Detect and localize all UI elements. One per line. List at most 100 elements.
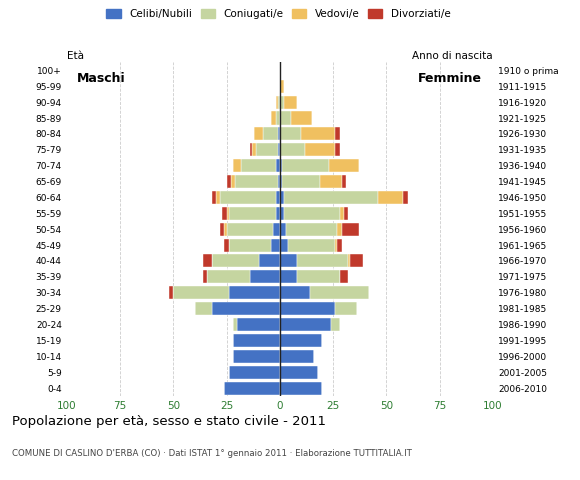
Bar [404, 191, 408, 204]
Bar [280, 207, 284, 220]
Bar [350, 254, 363, 267]
Bar [276, 111, 280, 124]
Bar [216, 191, 220, 204]
Bar [227, 223, 273, 236]
Text: Età: Età [67, 51, 84, 61]
Bar [203, 254, 212, 267]
Text: Popolazione per età, sesso e stato civile - 2011: Popolazione per età, sesso e stato civil… [12, 415, 325, 428]
Bar [227, 175, 231, 188]
Bar [335, 302, 357, 315]
Bar [276, 96, 278, 108]
Bar [278, 96, 280, 108]
Bar [259, 254, 280, 267]
Bar [280, 366, 318, 379]
Bar [229, 207, 276, 220]
Bar [280, 127, 301, 140]
Bar [280, 239, 288, 252]
Bar [280, 96, 284, 108]
Bar [280, 254, 297, 267]
Bar [280, 270, 297, 283]
Bar [280, 143, 306, 156]
Bar [229, 239, 271, 252]
Text: Femmine: Femmine [418, 72, 483, 85]
Bar [278, 175, 280, 188]
Bar [250, 270, 280, 283]
Bar [233, 334, 280, 347]
Bar [280, 318, 331, 331]
Bar [195, 302, 212, 315]
Bar [331, 318, 339, 331]
Bar [227, 207, 229, 220]
Bar [338, 223, 342, 236]
Bar [339, 270, 348, 283]
Bar [335, 239, 338, 252]
Bar [280, 286, 310, 299]
Bar [233, 318, 237, 331]
Legend: Celibi/Nubili, Coniugati/e, Vedovi/e, Divorziati/e: Celibi/Nubili, Coniugati/e, Vedovi/e, Di… [102, 5, 455, 24]
Bar [233, 350, 280, 363]
Bar [280, 350, 314, 363]
Bar [310, 286, 369, 299]
Bar [276, 159, 280, 172]
Bar [173, 286, 229, 299]
Bar [273, 223, 280, 236]
Text: COMUNE DI CASLINO D'ERBA (CO) · Dati ISTAT 1° gennaio 2011 · Elaborazione TUTTIT: COMUNE DI CASLINO D'ERBA (CO) · Dati IST… [12, 449, 411, 458]
Bar [280, 111, 291, 124]
Bar [291, 111, 312, 124]
Bar [222, 207, 227, 220]
Bar [288, 239, 335, 252]
Bar [224, 382, 280, 395]
Bar [284, 207, 339, 220]
Bar [339, 207, 344, 220]
Bar [254, 127, 263, 140]
Bar [224, 223, 227, 236]
Bar [241, 159, 276, 172]
Text: Anno di nascita: Anno di nascita [412, 51, 493, 61]
Bar [256, 143, 278, 156]
Bar [229, 286, 280, 299]
Bar [276, 207, 280, 220]
Bar [297, 270, 339, 283]
Bar [284, 191, 378, 204]
Bar [231, 175, 235, 188]
Bar [378, 191, 404, 204]
Bar [224, 239, 229, 252]
Bar [344, 207, 348, 220]
Bar [280, 159, 282, 172]
Bar [306, 143, 335, 156]
Bar [348, 254, 350, 267]
Bar [263, 127, 278, 140]
Bar [335, 143, 339, 156]
Bar [284, 96, 297, 108]
Bar [280, 302, 335, 315]
Bar [212, 302, 280, 315]
Bar [278, 127, 280, 140]
Bar [280, 175, 282, 188]
Bar [278, 143, 280, 156]
Bar [250, 143, 252, 156]
Bar [287, 223, 338, 236]
Bar [237, 318, 280, 331]
Bar [338, 239, 342, 252]
Bar [252, 143, 256, 156]
Bar [280, 382, 322, 395]
Bar [276, 191, 280, 204]
Bar [342, 223, 358, 236]
Bar [208, 270, 250, 283]
Bar [342, 175, 346, 188]
Bar [235, 175, 278, 188]
Bar [280, 191, 284, 204]
Bar [282, 159, 329, 172]
Text: Maschi: Maschi [77, 72, 126, 85]
Bar [280, 223, 287, 236]
Bar [282, 175, 320, 188]
Bar [212, 254, 259, 267]
Bar [212, 191, 216, 204]
Bar [329, 159, 358, 172]
Bar [301, 127, 335, 140]
Bar [229, 366, 280, 379]
Bar [233, 159, 241, 172]
Bar [220, 191, 276, 204]
Bar [297, 254, 348, 267]
Bar [280, 334, 322, 347]
